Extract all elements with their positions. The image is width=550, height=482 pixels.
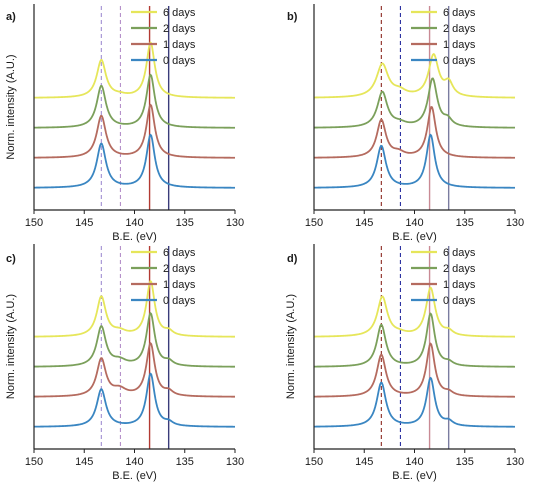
- x-tick-label: 130: [506, 456, 524, 468]
- legend-label: 6 days: [163, 7, 196, 19]
- panel-label: d): [287, 253, 298, 265]
- series-line-1-days: [33, 103, 236, 159]
- series-line-0-days: [33, 372, 236, 428]
- series-line-1-days: [313, 106, 516, 159]
- legend-label: 0 days: [443, 295, 476, 307]
- legend-label: 6 days: [163, 247, 196, 259]
- series-line-0-days: [313, 133, 516, 189]
- panel-a: 150 145 140 135 130 B.E. (eV) Norm. intensity …: [5, 4, 244, 243]
- legend-label: 2 days: [163, 23, 196, 35]
- series-line-2-days: [33, 73, 236, 129]
- x-axis-title: B.E. (eV): [112, 231, 157, 243]
- x-tick-label: 145: [355, 217, 373, 229]
- x-tick-label: 135: [176, 217, 194, 229]
- x-tick-label: 130: [226, 456, 244, 468]
- y-axis-title: Norm. intensity (A.U.): [5, 54, 17, 159]
- panel-label: a): [6, 11, 16, 23]
- legend-label: 0 days: [163, 295, 196, 307]
- series-line-0-days: [313, 376, 516, 428]
- x-tick-label: 150: [305, 456, 323, 468]
- legend-label: 6 days: [443, 247, 476, 259]
- y-axis-title: Norm. intensity (A.U.): [5, 294, 17, 399]
- x-tick-label: 150: [25, 217, 43, 229]
- series-line-6-days: [313, 53, 516, 99]
- legend-label: 1 days: [443, 279, 476, 291]
- panel-label: b): [287, 11, 298, 23]
- y-axis-title: Norm. intensity (A.U.): [285, 294, 297, 399]
- series-line-2-days: [33, 312, 236, 368]
- series-line-6-days: [313, 286, 516, 338]
- x-tick-label: 145: [75, 456, 93, 468]
- legend-label: 2 days: [443, 263, 476, 275]
- series-line-6-days: [33, 41, 236, 99]
- x-axis-title: B.E. (eV): [392, 470, 437, 482]
- x-tick-label: 140: [405, 456, 423, 468]
- panel-label: c): [6, 253, 16, 265]
- legend-label: 1 days: [443, 39, 476, 51]
- x-tick-label: 135: [456, 456, 474, 468]
- x-tick-label: 140: [125, 456, 143, 468]
- x-tick-label: 130: [226, 217, 244, 229]
- series-line-6-days: [33, 280, 236, 338]
- x-axis-title: B.E. (eV): [392, 231, 437, 243]
- x-tick-label: 150: [305, 217, 323, 229]
- series-line-2-days: [313, 312, 516, 368]
- legend-label: 6 days: [443, 7, 476, 19]
- x-tick-label: 135: [176, 456, 194, 468]
- legend-label: 1 days: [163, 39, 196, 51]
- series-line-2-days: [313, 77, 516, 129]
- legend-label: 0 days: [443, 55, 476, 67]
- x-tick-label: 135: [456, 217, 474, 229]
- legend-label: 2 days: [163, 263, 196, 275]
- x-tick-label: 145: [75, 217, 93, 229]
- x-tick-label: 140: [405, 217, 423, 229]
- legend-label: 2 days: [443, 23, 476, 35]
- panel-d: 150 145 140 135 130 B.E. (eV) Norm. intensity …: [285, 244, 524, 482]
- series-line-0-days: [33, 133, 236, 189]
- legend-label: 1 days: [163, 279, 196, 291]
- x-tick-label: 145: [355, 456, 373, 468]
- x-tick-label: 130: [506, 217, 524, 229]
- series-line-1-days: [33, 342, 236, 398]
- legend-label: 0 days: [163, 55, 196, 67]
- x-tick-label: 150: [25, 456, 43, 468]
- x-tick-label: 140: [125, 217, 143, 229]
- panel-b: 150 145 140 135 130 B.E. (eV) b) 6 days 2 days 1 …: [287, 4, 524, 243]
- series-line-1-days: [313, 342, 516, 398]
- x-axis-title: B.E. (eV): [112, 470, 157, 482]
- panel-c: 150 145 140 135 130 B.E. (eV) Norm. intensity …: [5, 244, 244, 482]
